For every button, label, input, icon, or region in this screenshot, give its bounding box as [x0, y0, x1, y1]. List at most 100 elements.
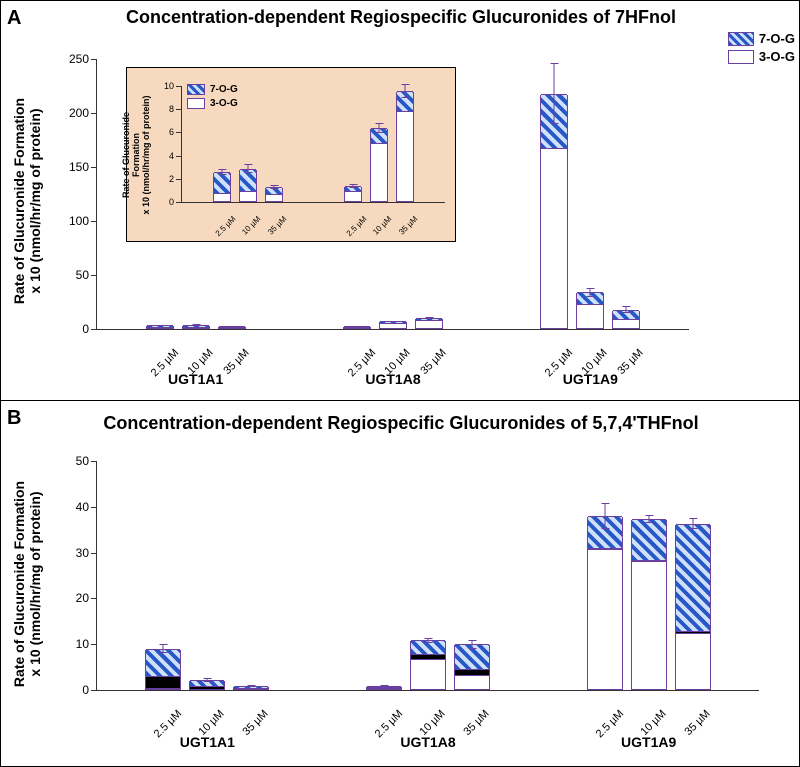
- bar: [233, 687, 269, 690]
- legend-item: 7-O-G: [187, 84, 238, 95]
- bar: [145, 650, 181, 690]
- inset-ylabel: Rate of Glucuronide Formation x 10 (nmol…: [122, 95, 152, 215]
- ytick-label: 10: [76, 637, 89, 651]
- bar-segment: [541, 148, 567, 328]
- ytick-label: 250: [69, 52, 89, 66]
- panel-a: A Concentration-dependent Regiospecific …: [1, 1, 799, 401]
- bar: [213, 173, 231, 202]
- legend-swatch: [187, 84, 205, 95]
- bar: [344, 187, 362, 202]
- ytick-label: 0: [82, 322, 89, 336]
- error-bar: [626, 306, 627, 312]
- bar: [587, 517, 623, 690]
- error-bar: [428, 638, 429, 643]
- bar: [189, 681, 225, 690]
- bar-segment: [266, 194, 282, 201]
- bar-segment: [577, 304, 603, 328]
- xtick-label: 10 µM: [240, 214, 262, 236]
- inset-legend: 7-O-G 3-O-G: [187, 84, 238, 112]
- error-bar: [429, 317, 430, 318]
- panel-a-legend: 7-O-G3-O-G: [728, 31, 795, 67]
- ytick-label: 50: [76, 268, 89, 282]
- error-bar: [379, 123, 380, 132]
- ytick-label: 150: [69, 160, 89, 174]
- bar-segment: [613, 319, 639, 328]
- error-bar: [604, 503, 605, 529]
- error-bar: [251, 685, 252, 687]
- panel-a-inset: Rate of Glucuronide Formation x 10 (nmol…: [126, 67, 456, 242]
- legend-item: 3-O-G: [728, 49, 795, 64]
- bar-segment: [397, 111, 413, 201]
- bar-segment: [632, 561, 666, 689]
- bar-segment: [371, 143, 387, 201]
- bar-segment: [455, 675, 489, 689]
- group-label: UGT1A1: [136, 371, 256, 387]
- ytick-label: 30: [76, 546, 89, 560]
- bar: [396, 92, 414, 202]
- legend-label: 3-O-G: [759, 49, 795, 64]
- bar-segment: [455, 669, 489, 674]
- bar: [410, 641, 446, 690]
- bar: [415, 319, 443, 329]
- panel-b-plot: 010203040502.5 µM10 µM35 µMUGT1A12.5 µM1…: [96, 461, 759, 691]
- error-bar: [353, 184, 354, 189]
- ytick-label: 200: [69, 106, 89, 120]
- bar-segment: [411, 659, 445, 689]
- bar: [675, 525, 711, 690]
- ytick-label: 4: [169, 151, 174, 161]
- bar: [540, 95, 568, 329]
- panel-b-ylabel: Rate of Glucuronide Formation x 10 (nmol…: [11, 454, 43, 714]
- error-bar: [159, 325, 160, 326]
- error-bar: [163, 644, 164, 653]
- xtick-label: 2.5 µM: [213, 214, 237, 238]
- bar-segment: [676, 633, 710, 689]
- bar: [631, 520, 667, 690]
- bar-segment: [588, 548, 622, 549]
- bar-segment: [146, 688, 180, 689]
- legend-item: 3-O-G: [187, 98, 238, 109]
- error-bar: [384, 685, 385, 687]
- error-bar: [207, 678, 208, 682]
- xtick-label: 35 µM: [397, 214, 419, 236]
- bar: [454, 645, 490, 690]
- bar: [239, 170, 257, 202]
- bar-segment: [632, 560, 666, 561]
- ytick-label: 20: [76, 591, 89, 605]
- legend-swatch: [187, 98, 205, 109]
- xtick-label: 10 µM: [371, 214, 393, 236]
- bar-segment: [632, 519, 666, 560]
- group-label: UGT1A8: [368, 734, 488, 750]
- error-bar: [590, 288, 591, 297]
- bar-segment: [146, 676, 180, 688]
- ytick-label: 6: [169, 127, 174, 137]
- legend-label: 7-O-G: [210, 84, 238, 95]
- error-bar: [195, 325, 196, 326]
- ytick-label: 0: [82, 683, 89, 697]
- ytick-label: 8: [169, 104, 174, 114]
- bar-segment: [240, 191, 256, 201]
- bar: [370, 129, 388, 202]
- error-bar: [221, 169, 222, 176]
- bar-segment: [676, 631, 710, 632]
- panel-b: B Concentration-dependent Regiospecific …: [1, 401, 799, 766]
- group-label: UGT1A9: [589, 734, 709, 750]
- bar-segment: [345, 191, 361, 201]
- ytick-label: 100: [69, 214, 89, 228]
- bar-segment: [190, 686, 224, 688]
- bar-segment: [183, 327, 209, 328]
- error-bar: [247, 164, 248, 173]
- error-bar: [554, 63, 555, 123]
- bar: [146, 326, 174, 329]
- xtick-label: 35 µM: [266, 214, 288, 236]
- group-label: UGT1A1: [147, 734, 267, 750]
- ytick-label: 0: [169, 197, 174, 207]
- error-bar: [405, 84, 406, 98]
- panel-a-label: A: [7, 7, 21, 30]
- bar-segment: [416, 320, 442, 328]
- bar: [182, 326, 210, 329]
- ytick-label: 40: [76, 500, 89, 514]
- panel-a-title: Concentration-dependent Regiospecific Gl…: [111, 7, 691, 28]
- bar-segment: [676, 524, 710, 632]
- ytick-label: 2: [169, 174, 174, 184]
- ytick-label: 10: [164, 81, 174, 91]
